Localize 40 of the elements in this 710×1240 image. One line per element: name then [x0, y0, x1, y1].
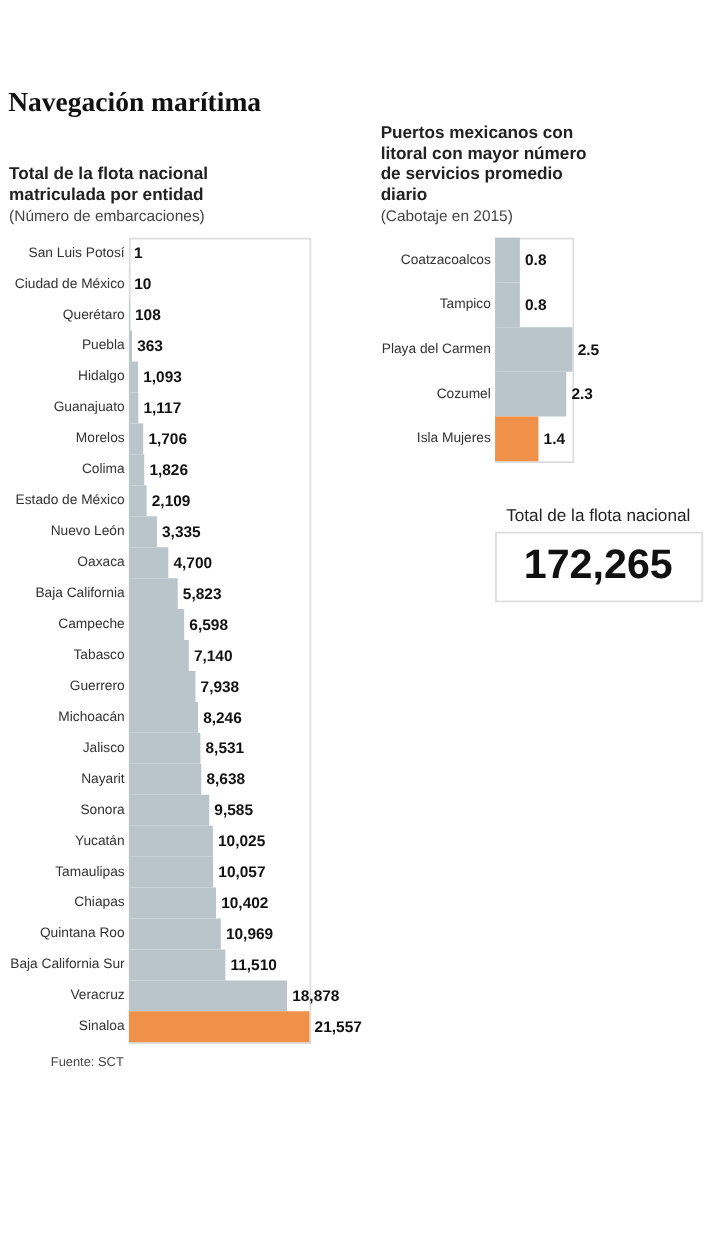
chart-subtitle: (Cabotaje en 2015): [380, 206, 514, 225]
text: Total de la flota nacional: [506, 505, 691, 526]
data-label: 363: [137, 337, 165, 356]
data-label: 1: [134, 244, 145, 263]
data-label: 108: [135, 306, 163, 325]
data-label: 10,025: [218, 832, 267, 851]
data-label: 3,335: [162, 522, 203, 541]
data-label: 0.8: [525, 295, 548, 314]
data-label: 1,093: [143, 368, 184, 387]
data-label: 8,246: [203, 708, 244, 727]
data-label: 2,109: [151, 491, 191, 510]
data-label: 4,700: [173, 553, 213, 572]
data-label: 21,557: [314, 1017, 362, 1036]
data-label: 7,938: [200, 677, 241, 696]
data-label: 2.3: [571, 385, 595, 404]
data-label: 10,057: [218, 863, 266, 882]
data-label: 1,826: [149, 460, 190, 479]
data-label: 10,402: [221, 894, 269, 913]
data-label: 10,969: [225, 925, 274, 944]
data-label: 5,823: [182, 584, 223, 603]
data-label: 11,510: [230, 956, 277, 975]
bar: [128, 1011, 310, 1043]
chart-subtitle: (Número de embarcaciones): [9, 206, 206, 225]
data-label: 8,638: [206, 770, 247, 789]
chart-title: Puertos mexicanos con litoral con mayor número de servicios promedio diario: [380, 122, 587, 204]
data-label: 0.8: [525, 251, 548, 270]
data-label: 10: [134, 275, 152, 294]
data-label: 7,140: [193, 646, 233, 665]
data-label: 2.5: [577, 340, 601, 359]
data-label: 18,878: [292, 987, 341, 1006]
chart-title: Total de la flota nacional matriculada por entidad: [9, 163, 209, 204]
data-label: 1,117: [143, 399, 182, 418]
text: 172,265: [523, 542, 673, 589]
data-label: 6,598: [189, 615, 230, 634]
data-label: 1.4: [543, 430, 567, 449]
data-label: 9,585: [214, 801, 255, 820]
text: Navegación marítima: [8, 87, 262, 120]
data-label: 8,531: [205, 739, 246, 758]
bar: [495, 416, 539, 462]
data-label: 1,706: [148, 430, 189, 449]
